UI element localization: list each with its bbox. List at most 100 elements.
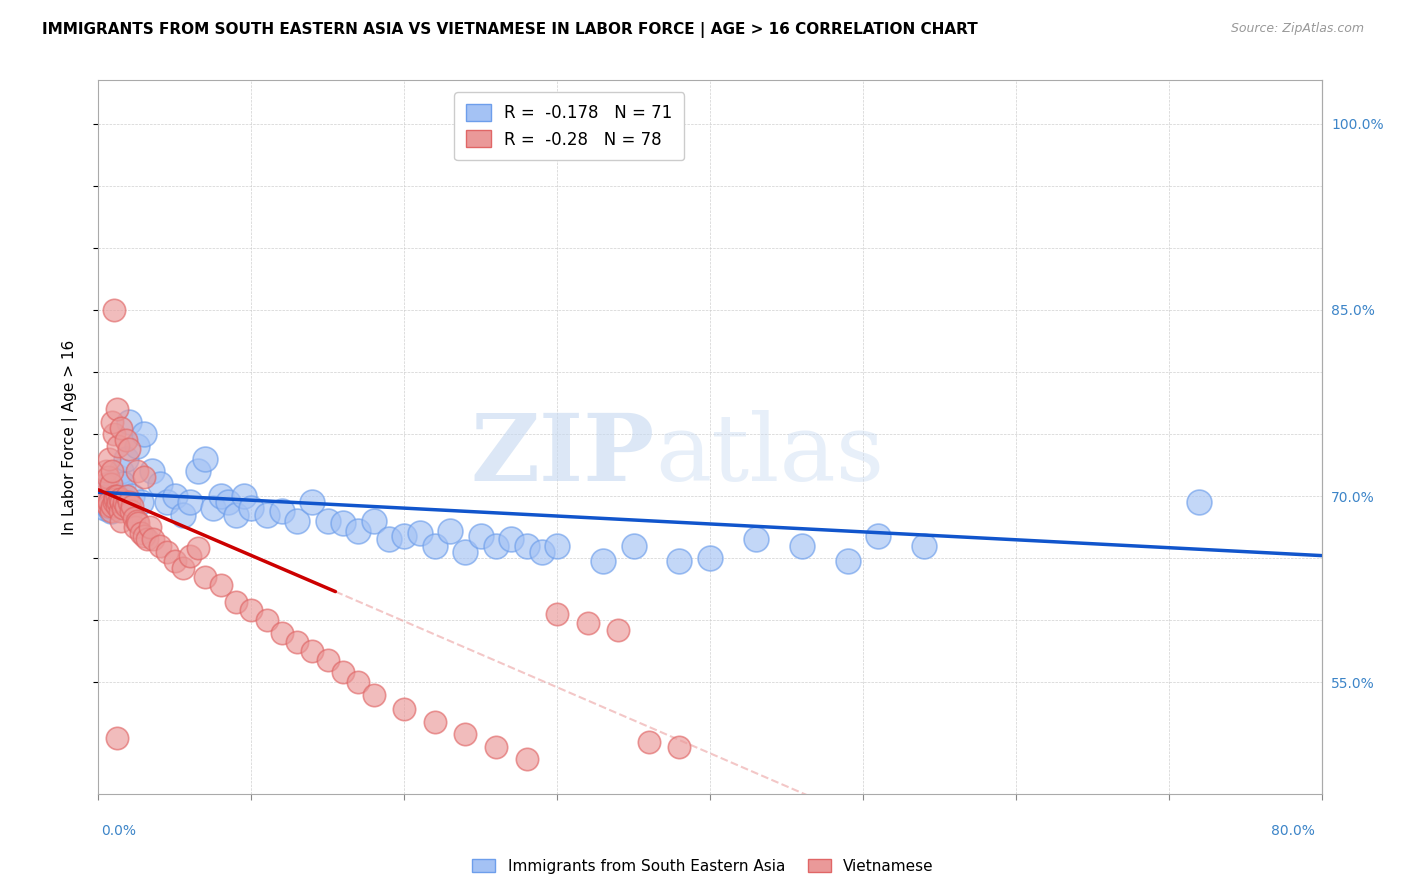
Point — [103, 491, 125, 506]
Point — [156, 495, 179, 509]
Point — [98, 495, 121, 509]
Point — [104, 489, 127, 503]
Point — [546, 539, 568, 553]
Point — [115, 433, 138, 447]
Point — [142, 533, 165, 547]
Text: ZIP: ZIP — [471, 410, 655, 500]
Point — [270, 504, 292, 518]
Point — [124, 520, 146, 534]
Point — [110, 421, 132, 435]
Point — [122, 511, 145, 525]
Point — [91, 495, 114, 509]
Point — [347, 675, 370, 690]
Point — [202, 501, 225, 516]
Point — [97, 499, 120, 513]
Point — [240, 501, 263, 516]
Point — [485, 539, 508, 553]
Point — [607, 623, 630, 637]
Point — [98, 476, 121, 491]
Point — [110, 495, 132, 509]
Point — [118, 442, 141, 456]
Point — [103, 427, 125, 442]
Point — [256, 508, 278, 522]
Point — [94, 491, 117, 506]
Point — [94, 491, 117, 506]
Point — [470, 529, 492, 543]
Point — [97, 489, 120, 503]
Point — [108, 504, 131, 518]
Point — [101, 415, 124, 429]
Point — [454, 727, 477, 741]
Point — [423, 539, 446, 553]
Text: 80.0%: 80.0% — [1271, 824, 1315, 838]
Text: IMMIGRANTS FROM SOUTH EASTERN ASIA VS VIETNAMESE IN LABOR FORCE | AGE > 16 CORRE: IMMIGRANTS FROM SOUTH EASTERN ASIA VS VI… — [42, 22, 979, 38]
Point — [637, 735, 661, 749]
Point — [516, 539, 538, 553]
Point — [97, 470, 120, 484]
Point — [121, 489, 143, 503]
Point — [120, 504, 142, 518]
Point — [256, 613, 278, 627]
Point — [392, 702, 416, 716]
Point — [179, 495, 201, 509]
Point — [668, 739, 690, 754]
Point — [97, 499, 120, 513]
Point — [118, 495, 141, 509]
Point — [347, 524, 370, 538]
Point — [98, 495, 121, 509]
Point — [101, 495, 124, 509]
Point — [105, 495, 128, 509]
Point — [454, 545, 477, 559]
Point — [100, 504, 122, 518]
Point — [105, 499, 128, 513]
Point — [149, 539, 172, 553]
Point — [912, 539, 935, 553]
Point — [108, 479, 131, 493]
Point — [209, 489, 232, 503]
Point — [187, 541, 209, 556]
Point — [103, 302, 125, 317]
Point — [139, 520, 162, 534]
Point — [485, 739, 508, 754]
Point — [501, 533, 523, 547]
Point — [103, 483, 125, 497]
Point — [105, 489, 128, 503]
Point — [107, 470, 129, 484]
Point — [91, 489, 114, 503]
Point — [576, 615, 599, 630]
Point — [117, 489, 139, 503]
Point — [101, 499, 124, 513]
Point — [392, 529, 416, 543]
Point — [332, 665, 354, 680]
Point — [225, 508, 247, 522]
Point — [107, 489, 129, 503]
Point — [129, 526, 152, 541]
Point — [107, 495, 129, 509]
Point — [516, 752, 538, 766]
Text: Source: ZipAtlas.com: Source: ZipAtlas.com — [1230, 22, 1364, 36]
Point — [439, 524, 461, 538]
Point — [101, 464, 124, 478]
Point — [240, 603, 263, 617]
Point — [316, 514, 339, 528]
Point — [112, 495, 135, 509]
Point — [187, 464, 209, 478]
Point — [149, 476, 172, 491]
Point — [115, 451, 138, 466]
Point — [530, 545, 553, 559]
Point — [94, 464, 117, 478]
Point — [125, 514, 148, 528]
Point — [837, 553, 859, 567]
Point — [105, 402, 128, 417]
Point — [141, 464, 163, 478]
Point — [129, 495, 152, 509]
Point — [111, 476, 134, 491]
Point — [592, 553, 614, 567]
Point — [127, 516, 149, 531]
Text: 0.0%: 0.0% — [101, 824, 136, 838]
Point — [623, 539, 645, 553]
Point — [179, 549, 201, 563]
Point — [301, 644, 323, 658]
Point — [699, 551, 721, 566]
Point — [125, 439, 148, 453]
